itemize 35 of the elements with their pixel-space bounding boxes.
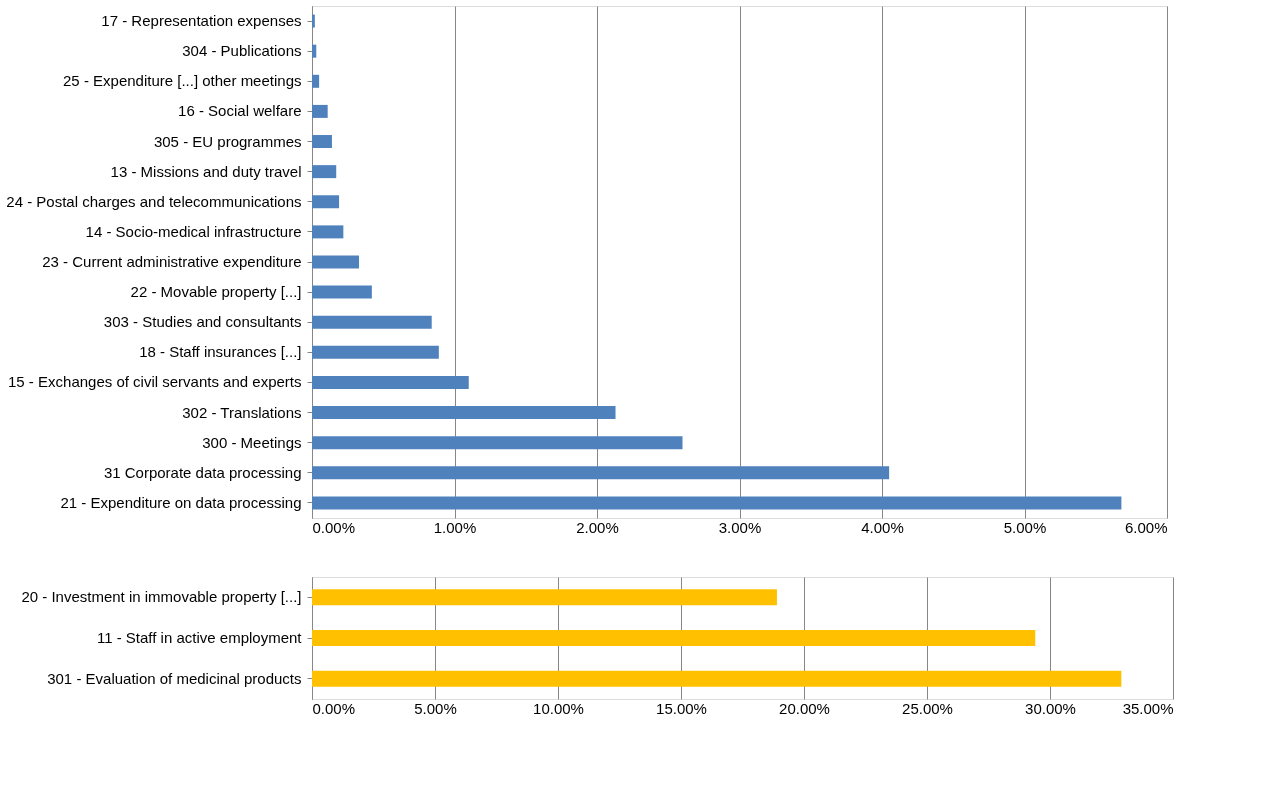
x-tick-label: 0.00% [312,518,356,536]
y-tick-label: 18 - Staff insurances [...] [139,343,302,361]
x-tick-label: 3.00% [718,518,762,536]
x-tick-label: 20.00% [779,699,830,717]
y-tick-label: 22 - Movable property [...] [130,283,302,301]
y-tick-label: 20 - Investment in immovable property [...] [21,588,302,606]
x-tick-label: 25.00% [902,699,953,717]
y-tick-label: 300 - Meetings [202,433,302,451]
x-tick-label: 2.00% [576,518,619,536]
x-tick-label: 5.00% [1003,518,1047,536]
y-tick-label: 11 - Staff in active employment [96,629,303,646]
x-tick-label: 30.00% [1025,699,1076,717]
y-tick-label: 17 - Representation expenses [101,12,302,30]
y-tick-label: 21 - Expenditure on data processing [60,493,302,511]
y-tick-label: 23 - Current administrative expenditure [42,253,302,270]
x-tick-label: 15.00% [656,699,707,717]
x-tick-label: 4.00% [861,518,904,536]
y-tick-label: 305 - EU programmes [153,132,302,150]
y-tick-label: 16 - Social welfare [178,102,302,120]
y-tick-label: 304 - Publications [182,42,302,60]
x-tick-label: 0.00% [312,699,356,717]
y-tick-label: 15 - Exchanges of civil servants and experts [8,373,302,391]
x-tick-label: 35.00% [1122,699,1174,717]
y-tick-label: 14 - Socio-medical infrastructure [85,222,302,240]
y-tick-label: 24 - Postal charges and telecommunications [6,192,302,210]
y-tick-label: 13 - Missions and duty travel [110,162,302,180]
x-tick-label: 1.00% [433,518,477,536]
y-tick-label: 301 - Evaluation of medicinal products [47,669,302,687]
y-tick-label: 302 - Translations [182,403,302,421]
y-tick-label: 303 - Studies and consultants [103,313,302,331]
y-tick-label: 31 Corporate data processing [103,463,302,481]
x-tick-label: 6.00% [1124,518,1168,536]
x-tick-label: 5.00% [414,699,457,717]
y-tick-label: 25 - Expenditure [...] other meetings [63,72,302,90]
x-tick-label: 10.00% [533,699,584,717]
